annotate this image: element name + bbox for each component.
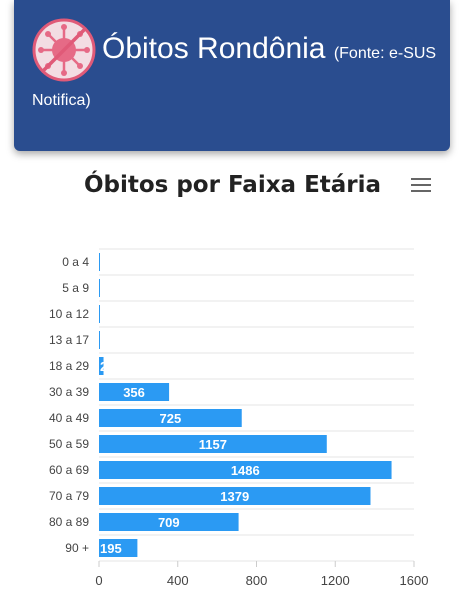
data-label: 1157 [199,437,227,452]
virus-icon [32,18,96,82]
category-label: 0 a 4 [62,255,89,269]
data-label: 195 [100,541,122,556]
category-label: 5 a 9 [62,281,89,295]
bar [99,253,100,271]
page-title-text: Óbitos Rondônia [102,32,326,65]
bar [99,331,100,349]
data-label: 1486 [231,463,260,478]
data-label: 356 [123,385,145,400]
bar [99,279,100,297]
category-label: 70 a 79 [49,489,89,503]
bar [99,409,242,427]
category-label: 80 a 89 [49,515,89,529]
category-label: 13 a 17 [49,333,89,347]
hamburger-menu-icon[interactable] [411,178,431,194]
category-label: 10 a 12 [49,307,89,321]
x-tick-label: 800 [246,573,268,588]
data-label: 23 [100,359,114,374]
source-note: (Fonte: e-SUS Notifica) [32,45,437,109]
category-label: 40 a 49 [49,411,89,425]
bar [99,305,100,323]
bar [99,357,104,375]
bar [99,435,327,453]
page-title: Óbitos Rondônia (Fonte: e-SUS Notifica) [32,28,442,122]
chart-title: Óbitos por Faixa Etária [83,172,382,198]
category-label: 50 a 59 [49,437,89,451]
x-tick-label: 1200 [321,573,350,588]
data-label: 709 [158,515,180,530]
bar [99,513,239,531]
category-label: 18 a 29 [49,359,89,373]
x-tick-label: 0 [95,573,102,588]
bar [99,487,371,505]
bar [99,539,138,557]
bar [99,383,170,401]
data-label: 1379 [220,489,249,504]
x-tick-label: 1600 [400,573,429,588]
bar [99,461,392,479]
category-label: 60 a 69 [49,463,89,477]
data-label: 725 [160,411,182,426]
category-label: 90 + [65,541,89,555]
x-tick-label: 400 [167,573,189,588]
category-label: 30 a 39 [49,385,89,399]
header-card: Óbitos Rondônia (Fonte: e-SUS Notifica) [14,0,450,151]
